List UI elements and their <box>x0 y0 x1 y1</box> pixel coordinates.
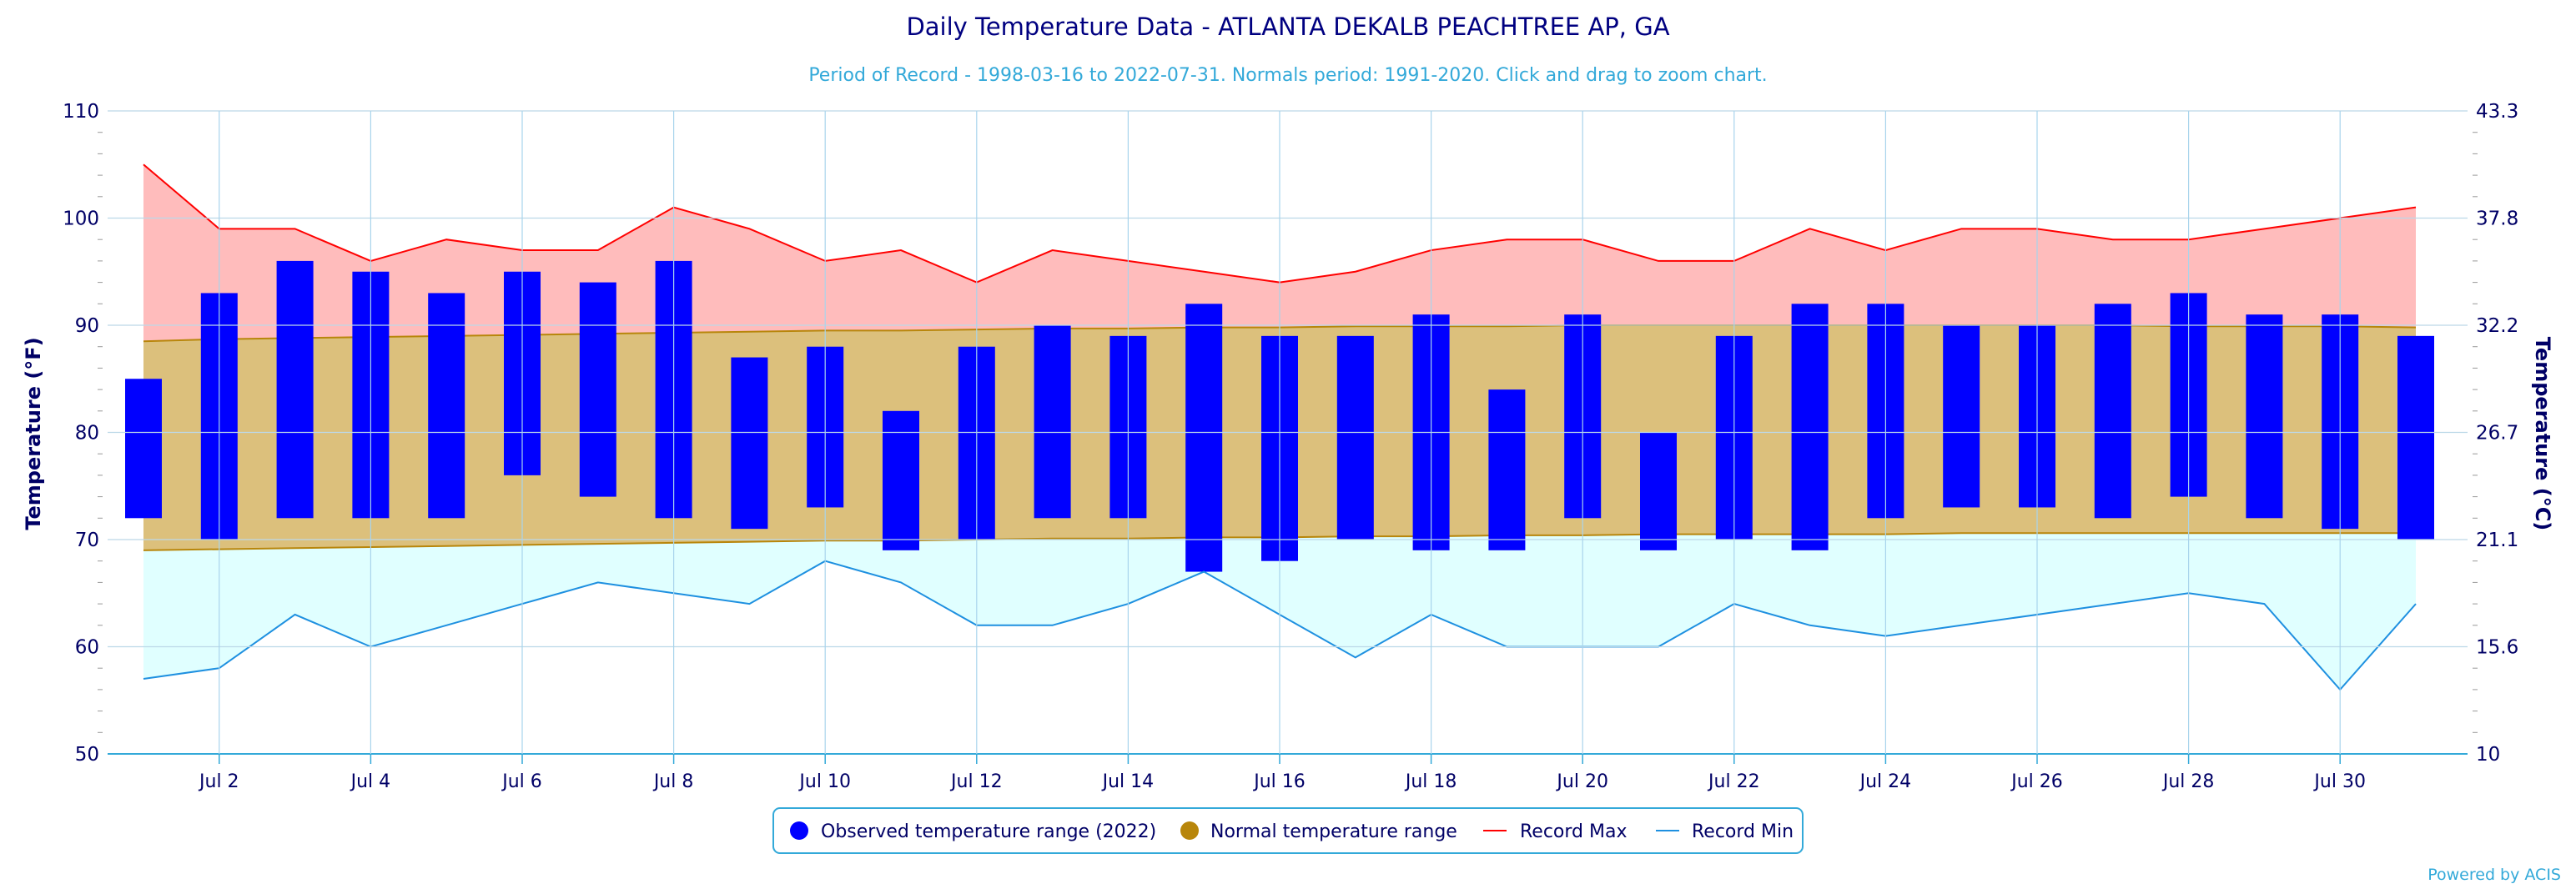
axes: 50 60 70 80 90 100 110 10 15.6 21.1 26.7 32.2 37.8 43… <box>63 101 2518 792</box>
y-tick-label-left: 60 <box>75 637 99 659</box>
y-tick-label-right: 43.3 <box>2476 101 2518 123</box>
x-tick-label: Jul 10 <box>797 771 851 792</box>
y-tick-label-right: 32.2 <box>2476 315 2518 337</box>
observed-bar[interactable] <box>2246 314 2283 519</box>
x-tick-label: Jul 14 <box>1101 771 1155 792</box>
y-tick-label-right: 37.8 <box>2476 208 2518 230</box>
x-tick-label: Jul 18 <box>1404 771 1457 792</box>
y-tick-label-left: 90 <box>75 315 99 337</box>
legend-observed-marker <box>790 821 808 840</box>
record-max-band <box>143 164 2416 342</box>
y-tick-label-left: 110 <box>63 101 99 123</box>
credit-link[interactable]: Powered by ACIS <box>2428 866 2561 884</box>
observed-bar[interactable] <box>1034 325 1071 519</box>
x-tick-label: Jul 20 <box>1555 771 1608 792</box>
legend-item-record-min[interactable]: Record Min <box>1656 821 1794 842</box>
observed-bar[interactable] <box>1640 432 1677 550</box>
x-tick-label: Jul 4 <box>350 771 391 792</box>
observed-bar[interactable] <box>1791 304 1829 550</box>
y-tick-label-left: 50 <box>75 744 99 766</box>
y-tick-label-right: 10 <box>2476 744 2500 766</box>
x-tick-label: Jul 24 <box>1859 771 1912 792</box>
legend-item-normal[interactable]: Normal temperature range <box>1180 821 1457 842</box>
x-tick-label: Jul 16 <box>1252 771 1306 792</box>
observed-bar[interactable] <box>883 410 919 550</box>
chart-subtitle: Period of Record - 1998-03-16 to 2022-07… <box>808 65 1767 86</box>
y-tick-label-right: 26.7 <box>2476 423 2518 444</box>
x-tick-label: Jul 26 <box>2010 771 2063 792</box>
legend-normal-label: Normal temperature range <box>1210 821 1457 842</box>
legend-record-min-label: Record Min <box>1692 821 1794 842</box>
legend-observed-label: Observed temperature range (2022) <box>821 821 1156 842</box>
legend-item-record-max[interactable]: Record Max <box>1483 821 1628 842</box>
x-tick-label: Jul 8 <box>652 771 694 792</box>
x-tick-label: Jul 12 <box>949 771 1003 792</box>
observed-bar[interactable] <box>1336 335 1374 540</box>
observed-bar[interactable] <box>125 379 162 519</box>
y-tick-label-right: 15.6 <box>2476 637 2518 659</box>
y-tick-label-left: 70 <box>75 530 99 551</box>
observed-bar[interactable] <box>428 293 465 519</box>
observed-bar[interactable] <box>579 282 616 497</box>
legend-record-max-label: Record Max <box>1520 821 1628 842</box>
chart-title: Daily Temperature Data - ATLANTA DEKALB … <box>906 13 1669 41</box>
observed-bar[interactable] <box>1943 325 1980 508</box>
legend[interactable]: Observed temperature range (2022) Normal… <box>772 807 1804 854</box>
x-tick-label: Jul 22 <box>1707 771 1760 792</box>
legend-normal-marker <box>1180 821 1199 840</box>
y-axis-label-right: Temperature (°C) <box>2531 337 2554 531</box>
legend-box <box>772 807 1804 854</box>
observed-bar[interactable] <box>1185 304 1223 572</box>
x-tick-label: Jul 2 <box>198 771 239 792</box>
legend-item-observed[interactable]: Observed temperature range (2022) <box>790 821 1156 842</box>
observed-bar[interactable] <box>2094 304 2131 519</box>
x-tick-label: Jul 6 <box>501 771 542 792</box>
x-tick-label: Jul 30 <box>2312 771 2366 792</box>
observed-bar[interactable] <box>276 260 314 519</box>
y-tick-label-left: 100 <box>63 208 99 230</box>
x-tick-label: Jul 28 <box>2161 771 2215 792</box>
observed-bar[interactable] <box>731 357 768 530</box>
y-tick-label-left: 80 <box>75 423 99 444</box>
observed-bar[interactable] <box>1488 389 1526 550</box>
y-axis-label-left: Temperature (°F) <box>22 337 45 530</box>
y-tick-label-right: 21.1 <box>2476 530 2518 551</box>
observed-bar[interactable] <box>2397 335 2434 540</box>
